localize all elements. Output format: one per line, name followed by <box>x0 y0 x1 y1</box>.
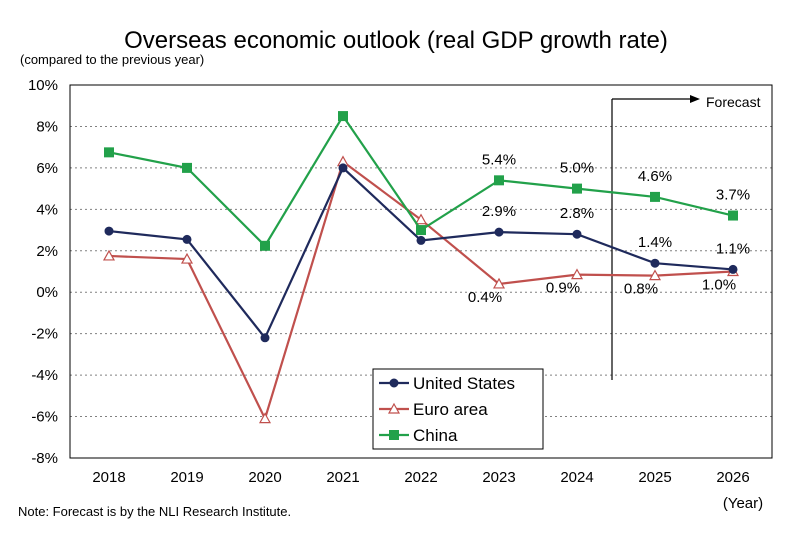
data-point <box>492 277 506 289</box>
data-point <box>728 264 738 274</box>
data-point <box>180 252 194 264</box>
data-point <box>570 268 584 280</box>
data-label: 0.4% <box>468 289 502 306</box>
data-label: 2.9% <box>482 203 516 220</box>
data-point <box>182 234 192 244</box>
y-tick-label: 10% <box>28 77 58 94</box>
chart-title: Overseas economic outlook (real GDP grow… <box>124 27 668 54</box>
x-tick-label: 2018 <box>92 469 125 486</box>
y-tick-label: 8% <box>36 118 58 135</box>
data-point <box>650 258 660 268</box>
x-axis-label: (Year) <box>723 495 763 512</box>
y-tick-label: -2% <box>31 326 58 343</box>
x-tick-label: 2023 <box>482 469 515 486</box>
legend-label: Euro area <box>413 400 488 419</box>
series-line <box>108 166 734 340</box>
data-point <box>338 111 348 122</box>
data-point <box>414 213 428 225</box>
y-tick-label: 0% <box>36 284 58 301</box>
legend-item: China <box>379 426 458 445</box>
data-point <box>338 163 348 173</box>
legend-label: United States <box>413 374 515 393</box>
series-united-states <box>104 163 738 343</box>
legend-marker <box>389 378 399 388</box>
forecast-label: Forecast <box>706 94 761 110</box>
data-point <box>416 225 426 236</box>
x-tick-label: 2019 <box>170 469 203 486</box>
data-labels: 5.4% 5.0% 4.6% 3.7% 2.9% 2.8% 1.4% 1.1% 0.4% 0.9%… <box>468 151 750 306</box>
data-label: 0.8% <box>624 281 658 298</box>
series-china <box>104 111 738 251</box>
legend: United States Euro area China <box>372 368 544 450</box>
data-point <box>650 191 660 202</box>
series-euro-area <box>102 155 740 424</box>
legend-label: China <box>413 426 458 445</box>
x-tick-label: 2021 <box>326 469 359 486</box>
data-label: 5.4% <box>482 151 516 168</box>
data-point <box>648 269 662 281</box>
data-point <box>572 229 582 239</box>
forecast-arrow-head <box>690 95 700 103</box>
data-point <box>102 249 116 261</box>
data-point <box>182 162 192 173</box>
series-group <box>102 111 740 424</box>
legend-item: Euro area <box>379 400 488 419</box>
chart-note: Note: Forecast is by the NLI Research In… <box>18 504 291 519</box>
forecast-marker: Forecast <box>611 94 761 380</box>
x-axis: 2018 2019 2020 2021 2022 2023 2024 2025 2026 <box>92 469 749 486</box>
data-point <box>728 210 738 221</box>
legend-item: United States <box>379 374 515 393</box>
legend-marker <box>387 402 401 414</box>
y-tick-label: -6% <box>31 409 58 426</box>
y-tick-label: -8% <box>31 450 58 467</box>
data-label: 1.0% <box>702 277 736 294</box>
x-tick-label: 2020 <box>248 469 281 486</box>
data-label: 5.0% <box>560 160 594 177</box>
data-point <box>260 333 270 343</box>
data-point <box>258 412 272 424</box>
chart-subtitle: (compared to the previous year) <box>20 52 204 67</box>
data-label: 2.8% <box>560 205 594 222</box>
data-label: 1.1% <box>716 240 750 257</box>
x-tick-label: 2022 <box>404 469 437 486</box>
x-tick-label: 2024 <box>560 469 593 486</box>
y-tick-label: 6% <box>36 160 58 177</box>
data-label: 3.7% <box>716 187 750 204</box>
data-label: 0.9% <box>546 280 580 297</box>
y-tick-label: 2% <box>36 243 58 260</box>
y-tick-label: -4% <box>31 367 58 384</box>
y-tick-label: 4% <box>36 201 58 218</box>
data-point <box>494 227 504 237</box>
data-point <box>416 235 426 245</box>
y-axis: 10% 8% 6% 4% 2% 0% -2% -4% -6% -8% <box>28 77 58 467</box>
data-point <box>260 240 270 251</box>
data-point <box>104 226 114 236</box>
data-point <box>104 147 114 158</box>
x-tick-label: 2026 <box>716 469 749 486</box>
x-tick-label: 2025 <box>638 469 671 486</box>
data-point <box>572 183 582 194</box>
data-label: 1.4% <box>638 234 672 251</box>
plot-area <box>69 84 773 459</box>
data-label: 4.6% <box>638 168 672 185</box>
legend-marker <box>389 430 399 440</box>
data-point <box>494 175 504 186</box>
